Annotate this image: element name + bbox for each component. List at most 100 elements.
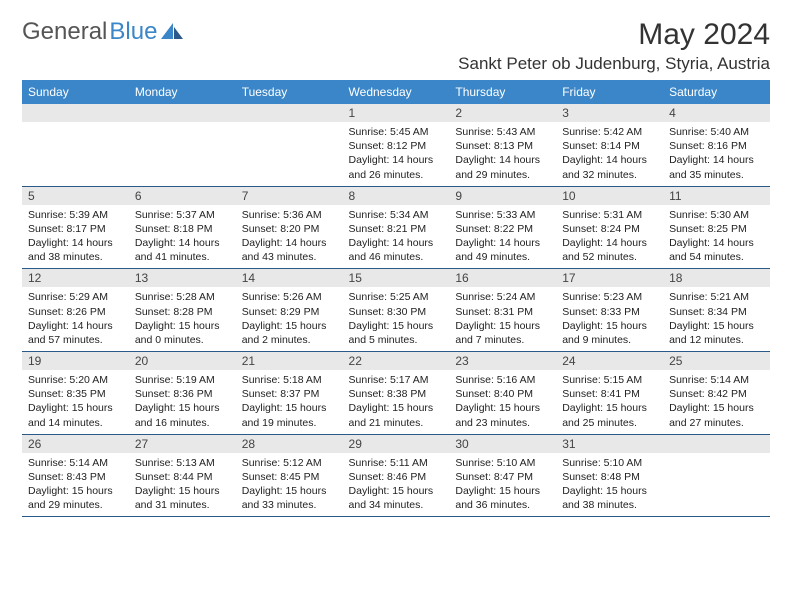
calendar-day-cell: 4Sunrise: 5:40 AMSunset: 8:16 PMDaylight… xyxy=(663,104,770,186)
logo: GeneralBlue xyxy=(22,18,183,46)
day-number: 12 xyxy=(22,269,129,287)
location-text: Sankt Peter ob Judenburg, Styria, Austri… xyxy=(458,54,770,74)
day-body: Sunrise: 5:42 AMSunset: 8:14 PMDaylight:… xyxy=(556,122,663,186)
day-body: Sunrise: 5:20 AMSunset: 8:35 PMDaylight:… xyxy=(22,370,129,434)
day-number: 29 xyxy=(343,435,450,453)
calendar-day-cell: 30Sunrise: 5:10 AMSunset: 8:47 PMDayligh… xyxy=(449,434,556,517)
header: GeneralBlue May 2024 Sankt Peter ob Jude… xyxy=(22,18,770,74)
day-body: Sunrise: 5:31 AMSunset: 8:24 PMDaylight:… xyxy=(556,205,663,269)
day-body: Sunrise: 5:14 AMSunset: 8:42 PMDaylight:… xyxy=(663,370,770,434)
calendar-day-cell: 20Sunrise: 5:19 AMSunset: 8:36 PMDayligh… xyxy=(129,352,236,435)
day-number: 11 xyxy=(663,187,770,205)
calendar-day-cell: 14Sunrise: 5:26 AMSunset: 8:29 PMDayligh… xyxy=(236,269,343,352)
day-body: Sunrise: 5:21 AMSunset: 8:34 PMDaylight:… xyxy=(663,287,770,351)
day-number: 23 xyxy=(449,352,556,370)
day-number: 8 xyxy=(343,187,450,205)
title-block: May 2024 Sankt Peter ob Judenburg, Styri… xyxy=(458,18,770,74)
day-number: 20 xyxy=(129,352,236,370)
day-body: Sunrise: 5:34 AMSunset: 8:21 PMDaylight:… xyxy=(343,205,450,269)
day-body: Sunrise: 5:43 AMSunset: 8:13 PMDaylight:… xyxy=(449,122,556,186)
calendar-day-cell: 1Sunrise: 5:45 AMSunset: 8:12 PMDaylight… xyxy=(343,104,450,186)
calendar-week-row: 19Sunrise: 5:20 AMSunset: 8:35 PMDayligh… xyxy=(22,352,770,435)
day-header: Tuesday xyxy=(236,80,343,104)
calendar-day-cell xyxy=(22,104,129,186)
calendar-day-cell: 18Sunrise: 5:21 AMSunset: 8:34 PMDayligh… xyxy=(663,269,770,352)
calendar-day-cell: 7Sunrise: 5:36 AMSunset: 8:20 PMDaylight… xyxy=(236,186,343,269)
calendar-day-cell xyxy=(663,434,770,517)
day-number: 30 xyxy=(449,435,556,453)
day-number-empty xyxy=(663,435,770,453)
logo-sail-icon xyxy=(161,18,183,46)
calendar-day-cell: 10Sunrise: 5:31 AMSunset: 8:24 PMDayligh… xyxy=(556,186,663,269)
day-number: 14 xyxy=(236,269,343,287)
day-number: 24 xyxy=(556,352,663,370)
calendar-day-cell: 3Sunrise: 5:42 AMSunset: 8:14 PMDaylight… xyxy=(556,104,663,186)
calendar-body: 1Sunrise: 5:45 AMSunset: 8:12 PMDaylight… xyxy=(22,104,770,517)
calendar-day-cell xyxy=(129,104,236,186)
day-header: Friday xyxy=(556,80,663,104)
day-number: 27 xyxy=(129,435,236,453)
day-number: 7 xyxy=(236,187,343,205)
day-body: Sunrise: 5:26 AMSunset: 8:29 PMDaylight:… xyxy=(236,287,343,351)
calendar-week-row: 26Sunrise: 5:14 AMSunset: 8:43 PMDayligh… xyxy=(22,434,770,517)
calendar-day-cell: 9Sunrise: 5:33 AMSunset: 8:22 PMDaylight… xyxy=(449,186,556,269)
day-body: Sunrise: 5:33 AMSunset: 8:22 PMDaylight:… xyxy=(449,205,556,269)
day-number: 13 xyxy=(129,269,236,287)
day-number: 15 xyxy=(343,269,450,287)
day-number: 25 xyxy=(663,352,770,370)
logo-text-general: General xyxy=(22,18,107,46)
day-header: Saturday xyxy=(663,80,770,104)
day-header: Thursday xyxy=(449,80,556,104)
calendar-week-row: 5Sunrise: 5:39 AMSunset: 8:17 PMDaylight… xyxy=(22,186,770,269)
calendar-page: GeneralBlue May 2024 Sankt Peter ob Jude… xyxy=(0,0,792,535)
day-number: 6 xyxy=(129,187,236,205)
day-body: Sunrise: 5:24 AMSunset: 8:31 PMDaylight:… xyxy=(449,287,556,351)
calendar-day-cell: 12Sunrise: 5:29 AMSunset: 8:26 PMDayligh… xyxy=(22,269,129,352)
day-body: Sunrise: 5:14 AMSunset: 8:43 PMDaylight:… xyxy=(22,453,129,517)
day-body: Sunrise: 5:16 AMSunset: 8:40 PMDaylight:… xyxy=(449,370,556,434)
day-body: Sunrise: 5:25 AMSunset: 8:30 PMDaylight:… xyxy=(343,287,450,351)
logo-text-blue: Blue xyxy=(109,18,157,46)
day-number: 2 xyxy=(449,104,556,122)
day-body: Sunrise: 5:19 AMSunset: 8:36 PMDaylight:… xyxy=(129,370,236,434)
calendar-day-cell: 13Sunrise: 5:28 AMSunset: 8:28 PMDayligh… xyxy=(129,269,236,352)
calendar-day-cell: 17Sunrise: 5:23 AMSunset: 8:33 PMDayligh… xyxy=(556,269,663,352)
calendar-day-cell: 28Sunrise: 5:12 AMSunset: 8:45 PMDayligh… xyxy=(236,434,343,517)
calendar-day-cell: 31Sunrise: 5:10 AMSunset: 8:48 PMDayligh… xyxy=(556,434,663,517)
calendar-head: SundayMondayTuesdayWednesdayThursdayFrid… xyxy=(22,80,770,104)
day-body: Sunrise: 5:10 AMSunset: 8:48 PMDaylight:… xyxy=(556,453,663,517)
day-number: 5 xyxy=(22,187,129,205)
day-body: Sunrise: 5:29 AMSunset: 8:26 PMDaylight:… xyxy=(22,287,129,351)
calendar-day-cell: 26Sunrise: 5:14 AMSunset: 8:43 PMDayligh… xyxy=(22,434,129,517)
day-number-empty xyxy=(22,104,129,122)
calendar-day-cell: 22Sunrise: 5:17 AMSunset: 8:38 PMDayligh… xyxy=(343,352,450,435)
calendar-day-cell: 24Sunrise: 5:15 AMSunset: 8:41 PMDayligh… xyxy=(556,352,663,435)
calendar-day-cell: 5Sunrise: 5:39 AMSunset: 8:17 PMDaylight… xyxy=(22,186,129,269)
day-header: Wednesday xyxy=(343,80,450,104)
day-number-empty xyxy=(236,104,343,122)
day-body: Sunrise: 5:30 AMSunset: 8:25 PMDaylight:… xyxy=(663,205,770,269)
day-number: 31 xyxy=(556,435,663,453)
day-body: Sunrise: 5:39 AMSunset: 8:17 PMDaylight:… xyxy=(22,205,129,269)
day-number: 21 xyxy=(236,352,343,370)
day-number: 18 xyxy=(663,269,770,287)
calendar-table: SundayMondayTuesdayWednesdayThursdayFrid… xyxy=(22,80,770,517)
day-body: Sunrise: 5:11 AMSunset: 8:46 PMDaylight:… xyxy=(343,453,450,517)
day-number: 22 xyxy=(343,352,450,370)
calendar-day-cell: 25Sunrise: 5:14 AMSunset: 8:42 PMDayligh… xyxy=(663,352,770,435)
calendar-day-cell: 19Sunrise: 5:20 AMSunset: 8:35 PMDayligh… xyxy=(22,352,129,435)
day-number: 3 xyxy=(556,104,663,122)
day-number: 26 xyxy=(22,435,129,453)
day-body: Sunrise: 5:12 AMSunset: 8:45 PMDaylight:… xyxy=(236,453,343,517)
calendar-day-cell: 2Sunrise: 5:43 AMSunset: 8:13 PMDaylight… xyxy=(449,104,556,186)
day-number-empty xyxy=(129,104,236,122)
month-title: May 2024 xyxy=(458,18,770,52)
day-body: Sunrise: 5:36 AMSunset: 8:20 PMDaylight:… xyxy=(236,205,343,269)
calendar-week-row: 12Sunrise: 5:29 AMSunset: 8:26 PMDayligh… xyxy=(22,269,770,352)
day-body: Sunrise: 5:40 AMSunset: 8:16 PMDaylight:… xyxy=(663,122,770,186)
day-header-row: SundayMondayTuesdayWednesdayThursdayFrid… xyxy=(22,80,770,104)
day-number: 10 xyxy=(556,187,663,205)
day-body: Sunrise: 5:28 AMSunset: 8:28 PMDaylight:… xyxy=(129,287,236,351)
day-number: 28 xyxy=(236,435,343,453)
day-body: Sunrise: 5:45 AMSunset: 8:12 PMDaylight:… xyxy=(343,122,450,186)
